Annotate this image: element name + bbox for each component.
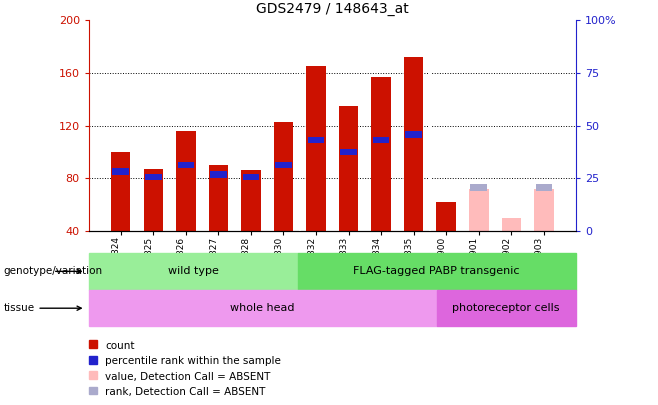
Bar (243, 174, 259, 180)
Text: count: count (105, 341, 135, 351)
Bar (178, 162, 194, 168)
Bar (89, 341, 97, 348)
Bar (436, 202, 456, 231)
Text: tissue: tissue (3, 303, 81, 313)
Bar (145, 174, 162, 180)
Bar (371, 77, 391, 231)
Bar (241, 170, 261, 231)
Bar (405, 132, 422, 138)
Text: FLAG-tagged PABP transgenic: FLAG-tagged PABP transgenic (353, 266, 520, 276)
Text: whole head: whole head (230, 303, 295, 313)
Bar (275, 162, 291, 168)
Text: wild type: wild type (168, 266, 218, 276)
Bar (404, 57, 424, 231)
Bar (89, 290, 437, 326)
Bar (306, 66, 326, 231)
Bar (297, 253, 576, 290)
Text: value, Detection Call = ABSENT: value, Detection Call = ABSENT (105, 372, 270, 382)
Bar (470, 184, 487, 191)
Bar (210, 171, 226, 177)
Bar (111, 152, 130, 231)
Bar (340, 149, 357, 155)
Bar (113, 168, 129, 175)
Title: GDS2479 / 148643_at: GDS2479 / 148643_at (256, 2, 409, 17)
Text: genotype/variation: genotype/variation (3, 266, 103, 276)
Text: photoreceptor cells: photoreceptor cells (453, 303, 560, 313)
Bar (469, 189, 488, 231)
Bar (339, 106, 359, 231)
Bar (534, 189, 553, 231)
Bar (308, 137, 324, 143)
Bar (373, 137, 390, 143)
Bar (501, 218, 521, 231)
Bar (274, 122, 293, 231)
Text: rank, Detection Call = ABSENT: rank, Detection Call = ABSENT (105, 387, 266, 397)
Bar (536, 184, 552, 191)
Text: percentile rank within the sample: percentile rank within the sample (105, 356, 281, 366)
Bar (437, 290, 576, 326)
Bar (89, 253, 297, 290)
Bar (209, 165, 228, 231)
Bar (89, 387, 97, 394)
Bar (143, 169, 163, 231)
Bar (89, 371, 97, 379)
Bar (89, 356, 97, 364)
Bar (176, 131, 195, 231)
